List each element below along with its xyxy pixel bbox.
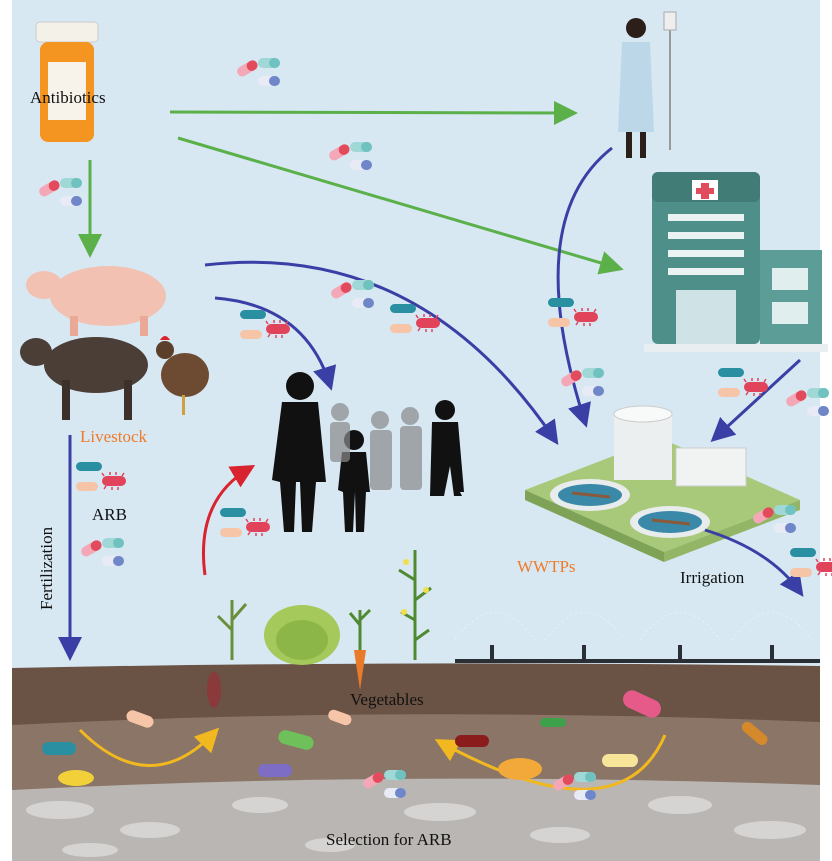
livestock-animals-part xyxy=(70,316,78,336)
people-part-part xyxy=(371,411,389,429)
plants-part-part xyxy=(403,559,409,565)
people-part-part xyxy=(331,403,349,421)
hospital-part-part xyxy=(668,232,744,239)
people-part-part xyxy=(400,426,422,490)
soil-part-part xyxy=(62,843,118,857)
livestock-animals-part xyxy=(156,341,174,359)
livestock-animals-part xyxy=(124,380,132,420)
irrigation-label: Irrigation xyxy=(680,568,745,587)
livestock-animals-part xyxy=(161,353,209,397)
plants-part xyxy=(207,672,221,708)
plants-part xyxy=(276,620,328,660)
arb-label: ARB xyxy=(92,505,127,524)
people-part-part xyxy=(330,422,350,462)
hospital-part xyxy=(772,268,808,290)
page: Antibiotics Livestock ARB Fertilization … xyxy=(0,0,832,861)
plants-part-part xyxy=(423,587,429,593)
wwtp-part xyxy=(614,406,672,422)
soil-part-part xyxy=(530,827,590,843)
irrigation-pipe-part xyxy=(770,645,774,659)
pills-and-bacteria-part xyxy=(540,718,566,727)
people-part xyxy=(286,372,314,400)
pills-and-bacteria-part xyxy=(58,770,94,786)
selection-label: Selection for ARB xyxy=(326,830,452,849)
livestock-animals-part xyxy=(20,338,52,366)
livestock-animals-part xyxy=(62,380,70,420)
irrigation-pipe-part xyxy=(455,659,820,663)
antibiotics-label: Antibiotics xyxy=(30,88,106,107)
livestock-animals-part xyxy=(140,316,148,336)
irrigation-pipe-part xyxy=(490,645,494,659)
irrigation-pipe-part xyxy=(678,645,682,659)
hospital-part-part xyxy=(668,250,744,257)
hospital-part xyxy=(772,302,808,324)
pills-and-bacteria-part xyxy=(455,735,489,747)
hospital-part xyxy=(676,290,736,344)
soil-part-part xyxy=(120,822,180,838)
livestock-animals-part xyxy=(50,266,166,326)
wwtps-label: WWTPs xyxy=(517,557,576,576)
hospital-part-part xyxy=(668,268,744,275)
pills-and-bacteria-part xyxy=(42,742,76,755)
background-part xyxy=(820,0,832,861)
wwtp-part xyxy=(614,414,672,480)
people-part-part xyxy=(401,407,419,425)
soil-part-part xyxy=(404,803,476,821)
livestock-animals-part xyxy=(182,395,185,415)
pills-and-bacteria-part xyxy=(258,764,292,777)
patient-part xyxy=(640,132,646,158)
vegetables-label: Vegetables xyxy=(350,690,424,709)
diagram: Antibiotics Livestock ARB Fertilization … xyxy=(0,0,832,861)
livestock-animals-part xyxy=(44,337,148,393)
fertilization-label: Fertilization xyxy=(37,526,56,610)
patient-part xyxy=(618,42,654,132)
soil-part-part xyxy=(26,801,94,819)
soil-part-part xyxy=(734,821,806,839)
livestock-label: Livestock xyxy=(80,427,148,446)
soil-part-part xyxy=(232,797,288,813)
pill-bottle xyxy=(36,22,98,142)
hospital-part xyxy=(760,250,822,344)
people-part-part xyxy=(370,430,392,490)
pill-bottle-part xyxy=(36,22,98,42)
pills-and-bacteria-part xyxy=(498,758,542,780)
plants-part-part xyxy=(401,609,407,615)
hospital-part xyxy=(644,344,828,352)
hospital-part-part xyxy=(668,214,744,221)
pills-and-bacteria-part xyxy=(602,754,638,767)
background-part xyxy=(0,0,12,861)
arrows-part xyxy=(170,112,572,113)
patient-part xyxy=(626,18,646,38)
people-part xyxy=(435,400,455,420)
livestock-animals-part xyxy=(26,271,62,299)
soil-part-part xyxy=(648,796,712,814)
patient-part xyxy=(626,132,632,158)
patient-part xyxy=(664,12,676,30)
wwtp-part xyxy=(676,448,746,486)
irrigation-pipe-part xyxy=(582,645,586,659)
